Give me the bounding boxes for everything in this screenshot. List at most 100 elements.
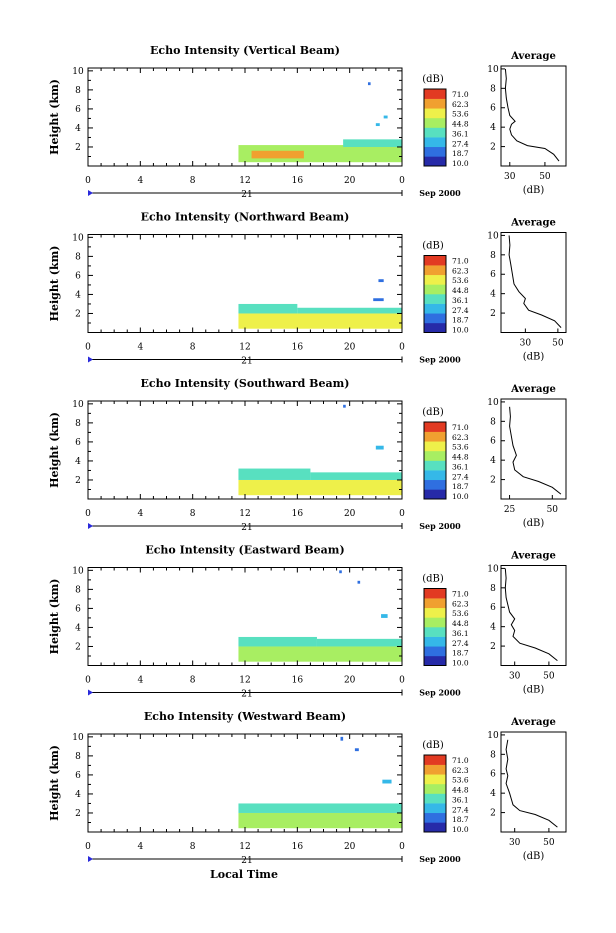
colorbar-tick-label: 71.0 [452,423,469,432]
colorbar-tick-label: 10.0 [452,825,469,834]
average-y-tick-label: 10 [487,231,499,241]
average-frame [500,398,567,500]
echo-block [238,468,311,480]
y-tick-label: 4 [75,124,81,134]
x-tick-label: 0 [399,509,405,519]
average-y-tick-label: 2 [490,309,496,319]
x-tick-label: 8 [190,676,196,686]
average-y-tick-label: 6 [490,770,496,780]
date-label: Sep 2000 [419,854,461,864]
colorbar-tick-label: 53.6 [452,443,469,452]
echo-block [357,580,361,584]
colorbar-tick-label: 44.8 [452,786,469,795]
colorbar-tick-label: 53.6 [452,276,469,285]
average-x-tick-label: 50 [547,505,559,515]
x-tick-label: 0 [399,343,405,353]
echo-block [238,313,402,329]
colorbar-tick-label: 44.8 [452,120,469,129]
y-tick-label: 6 [75,438,81,448]
echo-block [375,123,380,127]
day-line-left-arrow [88,689,93,696]
colorbar-unit: (dB) [422,241,444,252]
y-axis-label: Height (km) [48,246,61,322]
day-label: 21 [241,690,252,700]
x-tick-label: 16 [292,509,304,519]
average-title: Average [510,551,556,562]
echo-block [367,82,371,86]
colorbar-tick-label: 62.3 [452,433,469,442]
colorbar-tick-label: 18.7 [452,482,469,491]
panel-3: Echo Intensity (Southward Beam) Height (k… [48,377,567,533]
average-y-tick-label: 8 [490,750,496,760]
panel-title: Echo Intensity (Southward Beam) [141,377,350,390]
echo-block [382,779,392,784]
average-y-tick-label: 10 [487,398,499,408]
average-title: Average [510,218,556,229]
colorbar-segment [424,108,446,119]
x-tick-label: 12 [239,343,250,353]
colorbar-segment [424,793,446,804]
colorbar-tick-label: 71.0 [452,257,469,266]
colorbar-tick-label: 27.4 [452,472,469,481]
colorbar-segment [424,294,446,304]
colorbar-tick-label: 27.4 [452,639,469,648]
y-tick-label: 6 [75,771,81,781]
colorbar-tick-label: 36.1 [452,629,469,638]
average-x-tick-label: 30 [520,339,532,349]
echo-block [238,303,298,314]
colorbar-tick-label: 18.7 [452,316,469,325]
average-x-label: (dB) [523,352,545,363]
colorbar-segment [424,313,446,324]
y-tick-label: 8 [75,86,81,96]
echo-block [339,570,342,574]
panel-title: Echo Intensity (Northward Beam) [141,211,350,224]
colorbar-frame [423,88,447,167]
colorbar-segment [424,460,446,471]
date-label: Sep 2000 [419,688,461,698]
colorbar-tick-label: 10.0 [452,492,469,501]
echo-block [343,404,346,408]
echo-block [238,803,324,813]
average-x-tick-label: 30 [504,172,516,182]
average-x-label: (dB) [523,685,545,696]
echo-block [323,803,402,813]
colorbar-tick-label: 62.3 [452,599,469,608]
x-tick-label: 16 [292,176,304,186]
average-y-tick-label: 8 [490,417,496,427]
colorbar-tick-label: 62.3 [452,100,469,109]
x-tick-label: 8 [190,343,196,353]
colorbar-segment [424,303,446,314]
day-line-left-arrow [88,190,93,196]
average-frame [500,731,567,833]
x-axis-title: Local Time [210,868,278,881]
y-tick-label: 2 [75,476,81,486]
colorbar-segment [424,265,446,276]
colorbar-segment [424,146,446,157]
panel-1: Echo Intensity (Vertical Beam) Height (km… [48,44,567,200]
colorbar-unit: (dB) [422,740,444,751]
average-frame [500,232,567,333]
echo-block [354,748,359,752]
x-tick-label: 0 [85,176,91,186]
average-x-label: (dB) [523,851,545,862]
colorbar-segment [424,598,446,609]
colorbar-segment [424,627,446,637]
colorbar-tick-label: 71.0 [452,590,469,599]
echo-block [373,298,384,302]
colorbar-tick-label: 44.8 [452,286,469,295]
average-frame [500,565,567,666]
y-tick-label: 10 [72,400,84,410]
x-tick-label: 0 [85,343,91,353]
echo-block [238,812,402,829]
colorbar-tick-label: 36.1 [452,462,469,471]
x-tick-label: 0 [399,176,405,186]
echo-block [343,139,402,147]
day-line-left-arrow [88,356,93,363]
average-title: Average [510,717,556,728]
average-profile-line [504,68,560,162]
average-y-tick-label: 4 [490,456,496,466]
panel-4: Echo Intensity (Eastward Beam) Height (km… [48,544,567,700]
y-tick-label: 10 [72,233,84,243]
colorbar-segment [424,98,446,109]
colorbar-segment [424,322,446,333]
